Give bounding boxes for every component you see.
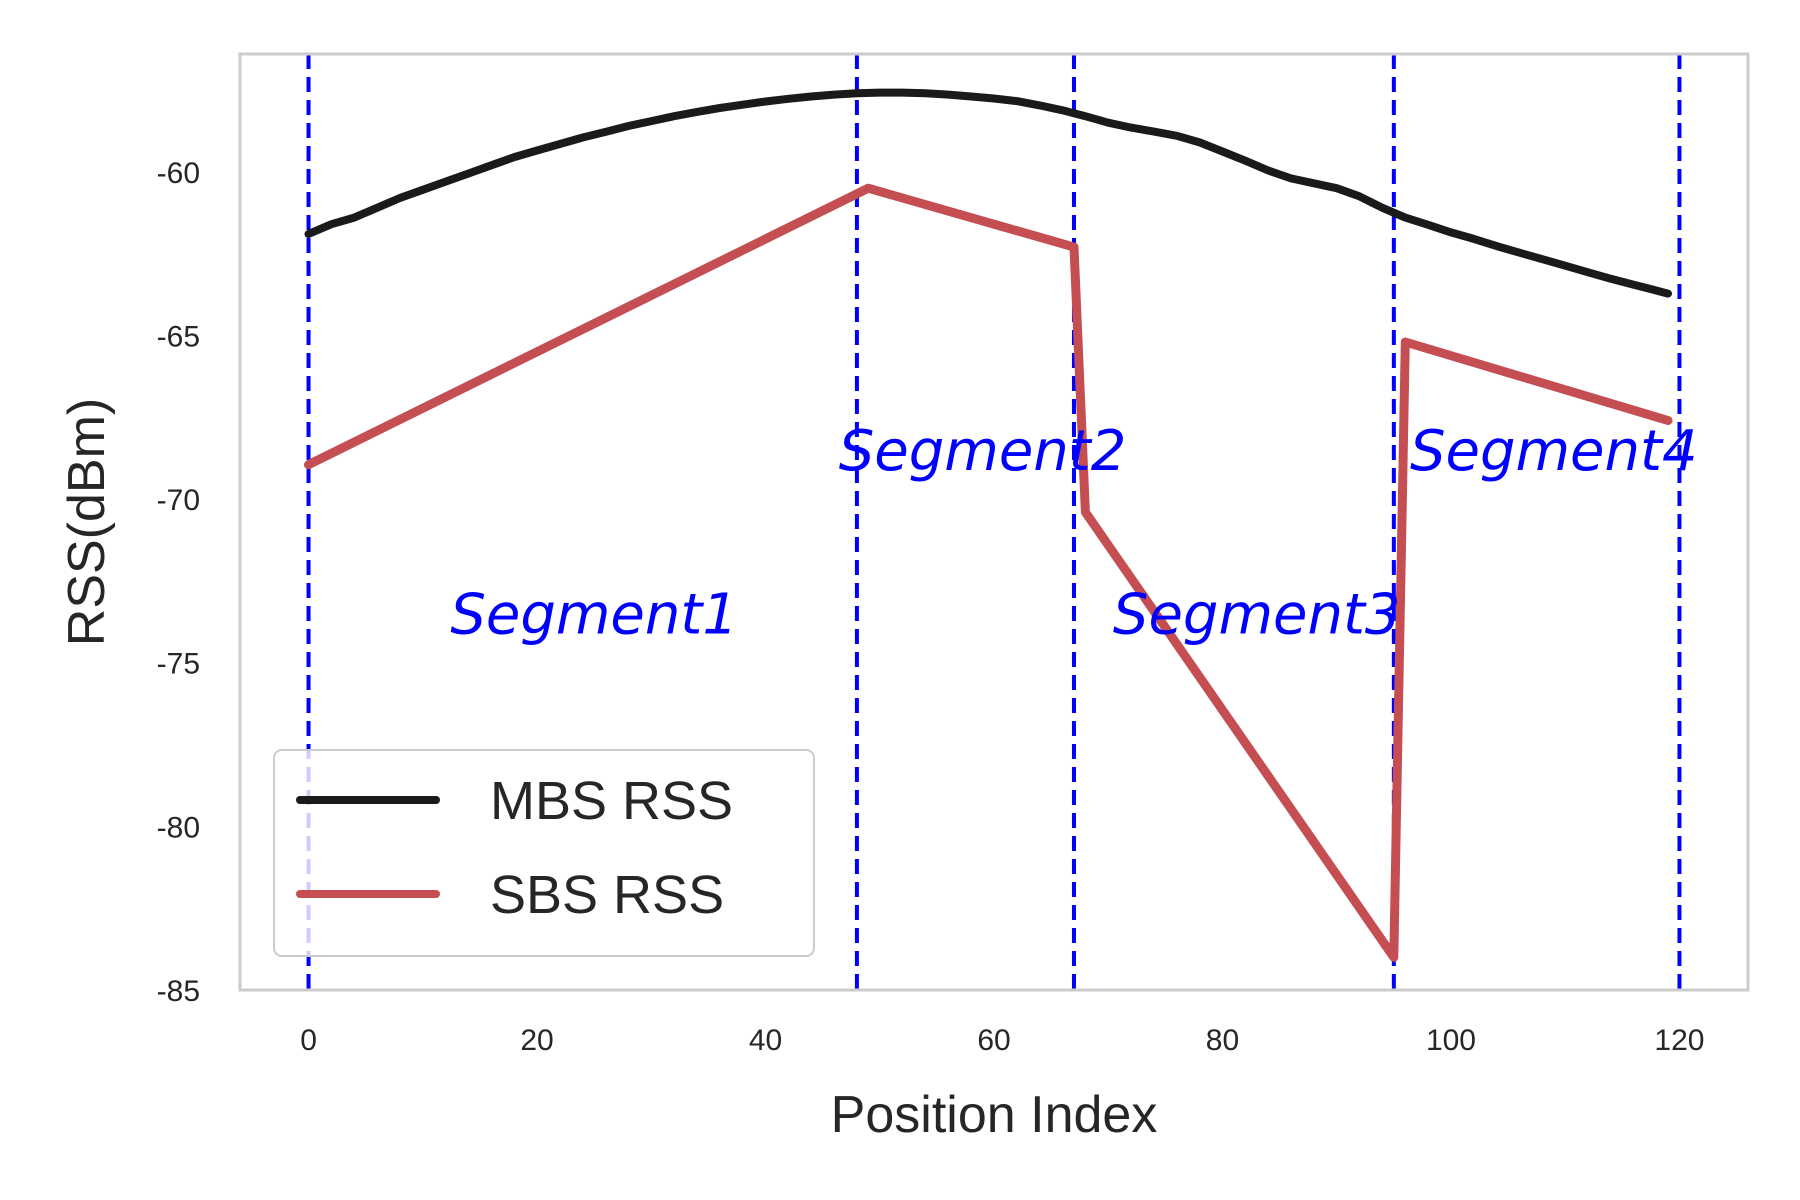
series-line-sbs — [304, 183, 1673, 962]
x-tick-label: 100 — [1426, 1024, 1476, 1057]
x-tick-label: 60 — [977, 1024, 1010, 1057]
x-axis-label: Position Index — [831, 1086, 1158, 1144]
x-tick-label: 80 — [1206, 1024, 1239, 1057]
x-tick-label: 20 — [520, 1024, 553, 1057]
y-tick-label: -60 — [157, 157, 200, 190]
y-tick-label: -80 — [157, 811, 200, 844]
y-tick-label: -70 — [157, 484, 200, 517]
x-tick-label: 40 — [749, 1024, 782, 1057]
y-tick-label: -75 — [157, 648, 200, 681]
segment-annotation: Segment3 — [1113, 583, 1401, 648]
y-tick-label: -65 — [157, 320, 200, 353]
segment-annotation: Segment4 — [1410, 419, 1698, 484]
legend-label-sbs: SBS RSS — [490, 865, 724, 925]
segment-annotation-group: Segment1 Segment2 Segment3 Segment4 — [450, 419, 1697, 648]
x-axis-ticks: 0 20 40 60 80 100 120 — [300, 1024, 1704, 1057]
plot-area-frame — [238, 52, 1750, 992]
segment-annotation: Segment1 — [450, 583, 738, 648]
legend: MBS RSS SBS RSS — [273, 749, 815, 957]
x-tick-label: 120 — [1654, 1024, 1704, 1057]
y-tick-label: -85 — [157, 975, 200, 1008]
y-axis-label: RSS(dBm) — [58, 398, 116, 646]
y-axis-ticks: -60 -65 -70 -75 -80 -85 — [157, 157, 200, 1008]
series-group — [304, 88, 1673, 962]
legend-label-mbs: MBS RSS — [490, 771, 733, 831]
segment-boundary-group — [306, 54, 1682, 990]
series-line-mbs — [304, 88, 1672, 298]
x-tick-label: 0 — [300, 1024, 317, 1057]
segment-annotation: Segment2 — [839, 419, 1127, 484]
